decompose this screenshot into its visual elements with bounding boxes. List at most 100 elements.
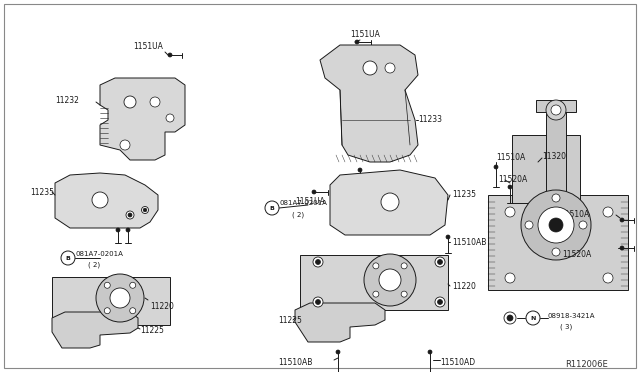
Text: R112006E: R112006E [565, 360, 608, 369]
Text: B: B [269, 205, 275, 211]
Bar [300, 255, 448, 310]
Circle shape [579, 221, 587, 229]
Circle shape [96, 274, 144, 322]
Circle shape [538, 207, 574, 243]
Circle shape [150, 97, 160, 107]
Circle shape [61, 251, 75, 265]
Circle shape [505, 207, 515, 217]
Polygon shape [52, 312, 138, 348]
Text: ( 2): ( 2) [292, 212, 304, 218]
Circle shape [603, 207, 613, 217]
Circle shape [620, 246, 624, 250]
Circle shape [92, 192, 108, 208]
Text: 11235: 11235 [30, 188, 54, 197]
Text: 1151UA: 1151UA [350, 30, 380, 39]
Circle shape [336, 350, 340, 354]
Circle shape [505, 273, 515, 283]
Circle shape [526, 311, 540, 325]
Circle shape [120, 140, 130, 150]
Circle shape [435, 297, 445, 307]
Circle shape [364, 254, 416, 306]
Text: 11510A: 11510A [560, 210, 589, 219]
Circle shape [312, 190, 316, 194]
Circle shape [385, 63, 395, 73]
Polygon shape [295, 303, 385, 342]
Text: 11232: 11232 [55, 96, 79, 105]
Circle shape [143, 208, 147, 212]
Circle shape [508, 185, 512, 189]
Circle shape [525, 221, 533, 229]
Text: 1151UA: 1151UA [133, 42, 163, 51]
Text: B: B [65, 256, 70, 260]
Polygon shape [100, 78, 185, 160]
Circle shape [551, 105, 561, 115]
Text: ( 3): ( 3) [560, 323, 572, 330]
Circle shape [104, 282, 110, 288]
Bar [512, 135, 580, 203]
Circle shape [373, 263, 379, 269]
Circle shape [446, 235, 450, 239]
Circle shape [126, 211, 134, 219]
Circle shape [110, 288, 130, 308]
Text: 081A7-0201A: 081A7-0201A [279, 200, 327, 206]
Bar [488, 195, 628, 290]
Circle shape [603, 273, 613, 283]
Circle shape [521, 190, 591, 260]
Circle shape [401, 291, 407, 297]
Text: 11510AB: 11510AB [278, 358, 312, 367]
Polygon shape [55, 173, 158, 228]
Text: 11320: 11320 [542, 152, 566, 161]
Polygon shape [330, 170, 448, 235]
Circle shape [552, 194, 560, 202]
Bar [536, 100, 576, 112]
Circle shape [358, 168, 362, 172]
Circle shape [379, 269, 401, 291]
Circle shape [549, 218, 563, 232]
Circle shape [124, 96, 136, 108]
Circle shape [381, 193, 399, 211]
Circle shape [313, 297, 323, 307]
Circle shape [316, 299, 321, 305]
Circle shape [435, 257, 445, 267]
Text: 11235: 11235 [452, 190, 476, 199]
Text: 11220: 11220 [452, 282, 476, 291]
Circle shape [546, 100, 566, 120]
Circle shape [265, 201, 279, 215]
Circle shape [504, 312, 516, 324]
Text: ( 2): ( 2) [88, 262, 100, 269]
Circle shape [313, 257, 323, 267]
Text: 081A7-0201A: 081A7-0201A [75, 251, 123, 257]
Circle shape [438, 299, 442, 305]
Circle shape [620, 218, 624, 222]
Bar [546, 105, 566, 200]
Circle shape [355, 40, 359, 44]
Text: N: N [531, 315, 536, 321]
Text: 11225: 11225 [140, 326, 164, 335]
Circle shape [507, 315, 513, 321]
Circle shape [552, 248, 560, 256]
Circle shape [126, 228, 130, 232]
Bar [52, 277, 170, 325]
Text: 1151UA: 1151UA [295, 197, 325, 206]
Circle shape [373, 291, 379, 297]
Circle shape [130, 282, 136, 288]
Circle shape [128, 213, 132, 217]
Text: 11233: 11233 [418, 115, 442, 124]
Circle shape [363, 61, 377, 75]
Polygon shape [320, 45, 418, 162]
Text: 11510A: 11510A [496, 153, 525, 162]
Circle shape [438, 260, 442, 264]
Text: 11510AB: 11510AB [452, 238, 486, 247]
Text: 11510AD: 11510AD [440, 358, 475, 367]
Circle shape [116, 228, 120, 232]
Text: 11520A: 11520A [498, 175, 527, 184]
Text: 11225: 11225 [278, 316, 302, 325]
Circle shape [494, 165, 498, 169]
Circle shape [316, 260, 321, 264]
Circle shape [401, 263, 407, 269]
Circle shape [428, 350, 432, 354]
Text: 11520A: 11520A [562, 250, 591, 259]
Circle shape [104, 308, 110, 314]
Circle shape [166, 114, 174, 122]
Text: 08918-3421A: 08918-3421A [548, 313, 595, 319]
